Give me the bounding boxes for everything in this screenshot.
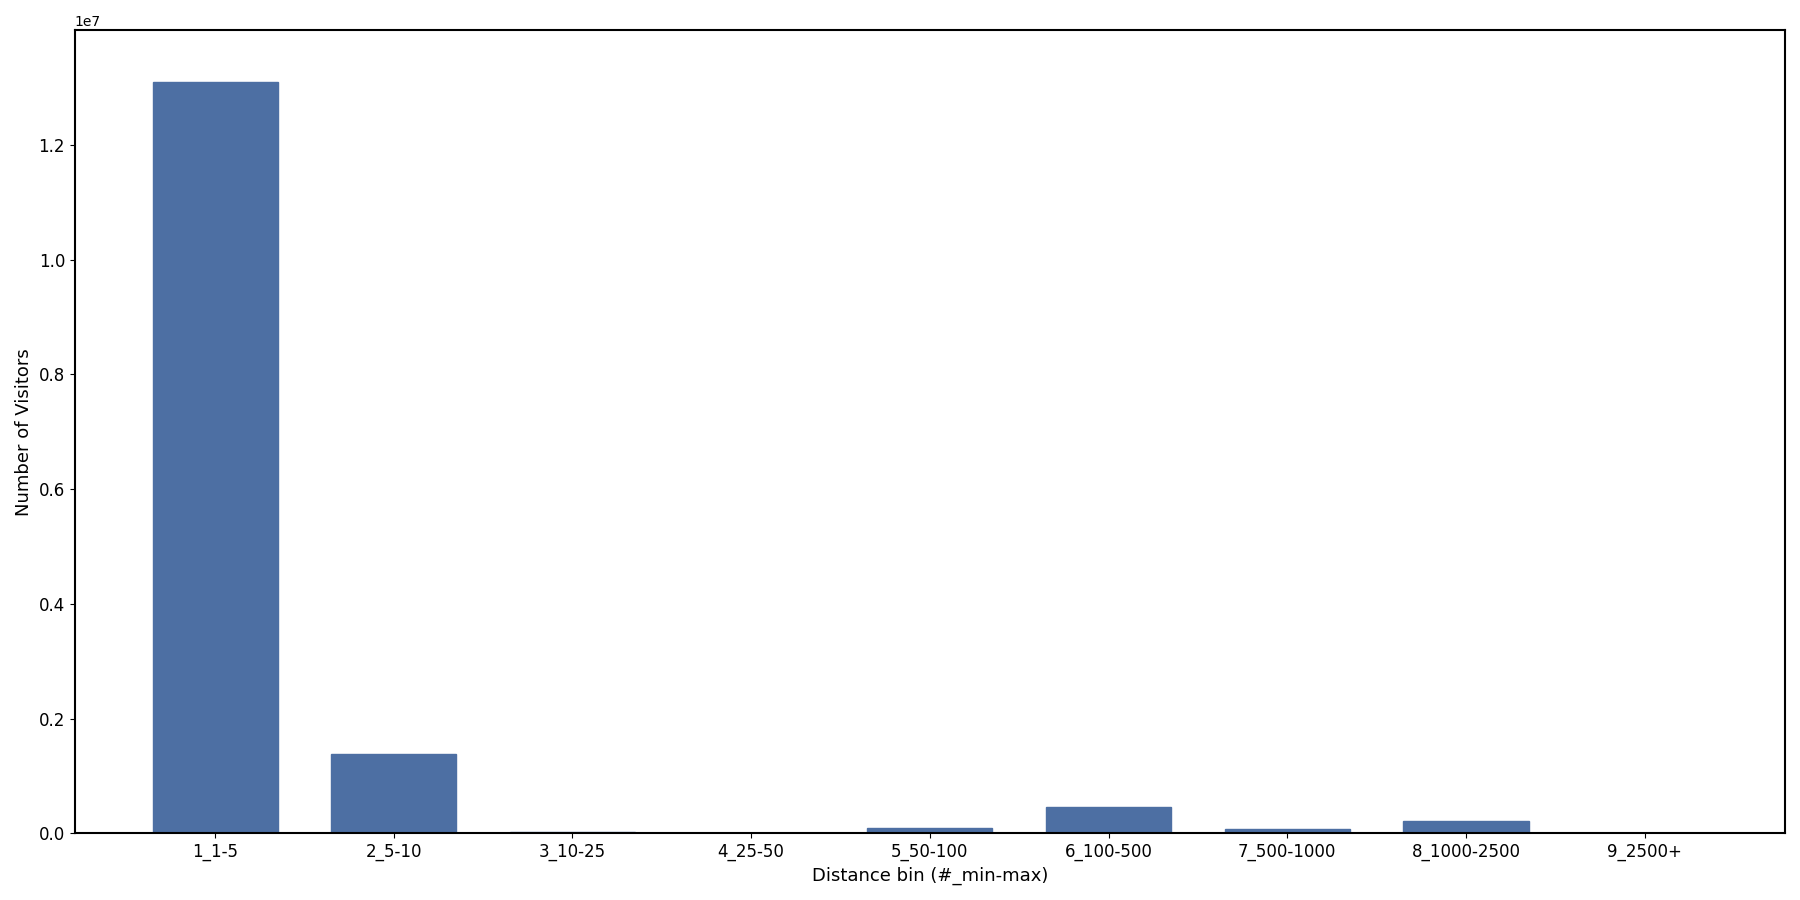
Bar — [1224, 829, 1350, 833]
Bar — [331, 754, 457, 833]
Bar — [153, 82, 277, 833]
Bar — [1046, 807, 1172, 833]
Bar — [509, 832, 635, 833]
Bar — [868, 828, 992, 833]
X-axis label: Distance bin (#_min-max): Distance bin (#_min-max) — [812, 867, 1048, 885]
Bar — [1404, 821, 1528, 833]
Y-axis label: Number of Visitors: Number of Visitors — [14, 348, 32, 516]
